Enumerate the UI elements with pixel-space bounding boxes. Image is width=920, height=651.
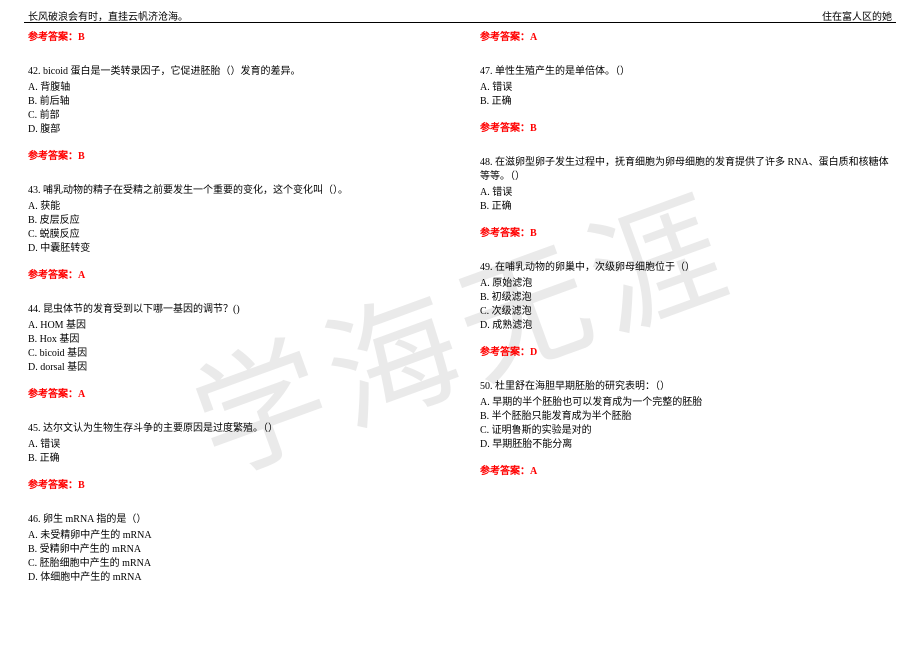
option: B. 前后轴 [28, 95, 440, 109]
answer-label: 参考答案： [480, 123, 530, 134]
answer-label: 参考答案： [28, 389, 78, 400]
answer-label: 参考答案： [28, 151, 78, 162]
header-right: 住在富人区的她 [822, 8, 892, 23]
answer-label: 参考答案： [28, 480, 78, 491]
question-block: 49. 在哺乳动物的卵巢中，次级卵母细胞位于（） A. 原始滤泡 B. 初级滤泡… [480, 261, 892, 380]
answer-label: 参考答案： [480, 228, 530, 239]
question-block: 44. 昆虫体节的发育受到以下哪一基因的调节？() A. HOM 基因 B. H… [28, 303, 440, 422]
page-header: 长风破浪会有时，直挂云帆济沧海。 住在富人区的她 [0, 8, 920, 23]
option: D. 中囊胚转变 [28, 242, 440, 256]
question-text: 43. 哺乳动物的精子在受精之前要发生一个重要的变化，这个变化叫（）。 [28, 184, 440, 198]
header-left: 长风破浪会有时，直挂云帆济沧海。 [28, 8, 188, 23]
answer-label: 参考答案： [28, 32, 78, 43]
option: B. 正确 [480, 200, 892, 214]
option: B. 正确 [480, 95, 892, 109]
option: B. 初级滤泡 [480, 291, 892, 305]
answer-label: 参考答案： [480, 466, 530, 477]
option: C. 胚胎细胞中产生的 mRNA [28, 557, 440, 571]
answer-value: B [530, 228, 537, 239]
option: C. bicoid 基因 [28, 347, 440, 361]
option: A. 错误 [480, 81, 892, 95]
option: C. 前部 [28, 109, 440, 123]
answer-value: D [530, 347, 537, 358]
option: B. 受精卵中产生的 mRNA [28, 543, 440, 557]
question-block: 46. 卵生 mRNA 指的是（） A. 未受精卵中产生的 mRNA B. 受精… [28, 513, 440, 595]
question-text: 42. bicoid 蛋白是一类转录因子，它促进胚胎（）发育的差异。 [28, 65, 440, 79]
question-text: 49. 在哺乳动物的卵巢中，次级卵母细胞位于（） [480, 261, 892, 275]
question-text: 47. 单性生殖产生的是单倍体。（） [480, 65, 892, 79]
question-text: 45. 达尔文认为生物生存斗争的主要原因是过度繁殖。（） [28, 422, 440, 436]
option: B. 正确 [28, 452, 440, 466]
question-text: 48. 在滋卵型卵子发生过程中，抚育细胞为卵母细胞的发育提供了许多 RNA、蛋白… [480, 156, 892, 184]
left-column: 参考答案：B 42. bicoid 蛋白是一类转录因子，它促进胚胎（）发育的差异… [28, 28, 440, 595]
answer-line: 参考答案：B [28, 476, 440, 491]
answer-value: B [78, 32, 85, 43]
option: A. 原始滤泡 [480, 277, 892, 291]
option: A. 早期的半个胚胎也可以发育成为一个完整的胚胎 [480, 396, 892, 410]
answer-value: A [530, 32, 537, 43]
question-text: 46. 卵生 mRNA 指的是（） [28, 513, 440, 527]
option: D. dorsal 基因 [28, 361, 440, 375]
question-block: 48. 在滋卵型卵子发生过程中，抚育细胞为卵母细胞的发育提供了许多 RNA、蛋白… [480, 156, 892, 261]
option: B. Hox 基因 [28, 333, 440, 347]
question-text: 44. 昆虫体节的发育受到以下哪一基因的调节？() [28, 303, 440, 317]
question-block: 42. bicoid 蛋白是一类转录因子，它促进胚胎（）发育的差异。 A. 背腹… [28, 65, 440, 184]
question-block: 45. 达尔文认为生物生存斗争的主要原因是过度繁殖。（） A. 错误 B. 正确… [28, 422, 440, 513]
right-column: 参考答案：A 47. 单性生殖产生的是单倍体。（） A. 错误 B. 正确 参考… [480, 28, 892, 595]
answer-label: 参考答案： [28, 270, 78, 281]
option: A. 背腹轴 [28, 81, 440, 95]
answer-value: A [78, 389, 85, 400]
answer-line: 参考答案：A [28, 266, 440, 281]
option: A. 错误 [28, 438, 440, 452]
question-text: 50. 杜里舒在海胆早期胚胎的研究表明：（） [480, 380, 892, 394]
option: D. 体细胞中产生的 mRNA [28, 571, 440, 585]
option: A. 错误 [480, 186, 892, 200]
option: D. 成熟滤泡 [480, 319, 892, 333]
answer-line: 参考答案：A [480, 28, 892, 43]
answer-line: 参考答案：D [480, 343, 892, 358]
answer-line: 参考答案：B [28, 147, 440, 162]
option: A. 获能 [28, 200, 440, 214]
answer-value: B [78, 480, 85, 491]
option: A. 未受精卵中产生的 mRNA [28, 529, 440, 543]
option: C. 蜕膜反应 [28, 228, 440, 242]
answer-value: A [78, 270, 85, 281]
option: C. 次级滤泡 [480, 305, 892, 319]
answer-value: A [530, 466, 537, 477]
option: D. 早期胚胎不能分离 [480, 438, 892, 452]
content-columns: 参考答案：B 42. bicoid 蛋白是一类转录因子，它促进胚胎（）发育的差异… [28, 28, 892, 595]
answer-line: 参考答案：A [480, 462, 892, 477]
question-block: 43. 哺乳动物的精子在受精之前要发生一个重要的变化，这个变化叫（）。 A. 获… [28, 184, 440, 303]
option: C. 证明鲁斯的实验是对的 [480, 424, 892, 438]
option: B. 皮层反应 [28, 214, 440, 228]
answer-line: 参考答案：A [28, 385, 440, 400]
question-block: 47. 单性生殖产生的是单倍体。（） A. 错误 B. 正确 参考答案：B [480, 65, 892, 156]
answer-value: B [530, 123, 537, 134]
answer-value: B [78, 151, 85, 162]
answer-line: 参考答案：B [480, 119, 892, 134]
answer-line: 参考答案：B [480, 224, 892, 239]
option: A. HOM 基因 [28, 319, 440, 333]
answer-label: 参考答案： [480, 347, 530, 358]
answer-label: 参考答案： [480, 32, 530, 43]
option: D. 腹部 [28, 123, 440, 137]
answer-line: 参考答案：B [28, 28, 440, 43]
header-rule [24, 22, 896, 23]
option: B. 半个胚胎只能发育成为半个胚胎 [480, 410, 892, 424]
question-block: 50. 杜里舒在海胆早期胚胎的研究表明：（） A. 早期的半个胚胎也可以发育成为… [480, 380, 892, 499]
